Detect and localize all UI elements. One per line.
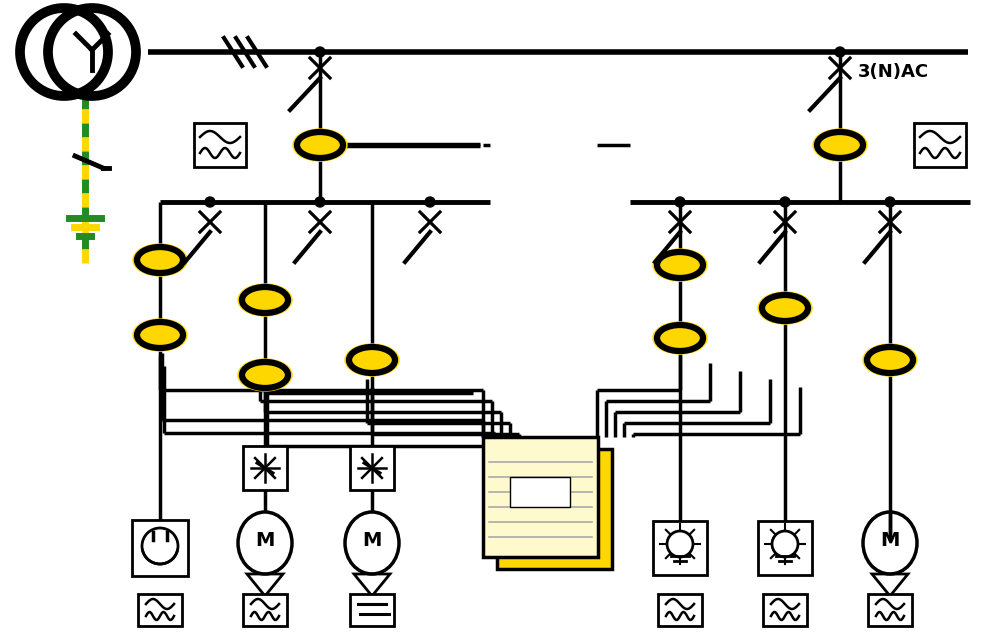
Ellipse shape <box>653 322 707 354</box>
Text: M: M <box>880 531 900 550</box>
Ellipse shape <box>863 344 917 376</box>
Circle shape <box>425 197 435 207</box>
FancyBboxPatch shape <box>132 520 188 576</box>
FancyBboxPatch shape <box>653 521 707 575</box>
Circle shape <box>316 48 324 56</box>
FancyBboxPatch shape <box>350 446 394 490</box>
Circle shape <box>315 47 325 57</box>
Circle shape <box>205 197 215 207</box>
FancyBboxPatch shape <box>510 477 570 507</box>
Circle shape <box>780 197 790 207</box>
FancyBboxPatch shape <box>868 594 912 626</box>
FancyBboxPatch shape <box>914 123 966 167</box>
FancyBboxPatch shape <box>350 594 394 626</box>
Text: M: M <box>362 531 382 550</box>
Ellipse shape <box>238 284 292 316</box>
Text: 3(N)AC: 3(N)AC <box>858 63 930 81</box>
FancyBboxPatch shape <box>243 594 287 626</box>
FancyBboxPatch shape <box>243 446 287 490</box>
Circle shape <box>885 197 895 207</box>
FancyBboxPatch shape <box>194 123 246 167</box>
Circle shape <box>315 197 325 207</box>
Ellipse shape <box>758 292 812 324</box>
FancyBboxPatch shape <box>482 437 597 557</box>
Ellipse shape <box>238 359 292 391</box>
FancyBboxPatch shape <box>758 521 812 575</box>
Ellipse shape <box>133 244 187 276</box>
FancyBboxPatch shape <box>658 594 702 626</box>
Ellipse shape <box>813 129 867 161</box>
FancyBboxPatch shape <box>138 594 182 626</box>
FancyBboxPatch shape <box>763 594 807 626</box>
Circle shape <box>675 197 685 207</box>
Ellipse shape <box>133 319 187 351</box>
Text: M: M <box>255 531 275 550</box>
Ellipse shape <box>293 129 347 161</box>
Ellipse shape <box>345 344 399 376</box>
FancyBboxPatch shape <box>497 449 611 569</box>
Circle shape <box>836 48 844 56</box>
Ellipse shape <box>653 249 707 281</box>
Circle shape <box>835 47 845 57</box>
